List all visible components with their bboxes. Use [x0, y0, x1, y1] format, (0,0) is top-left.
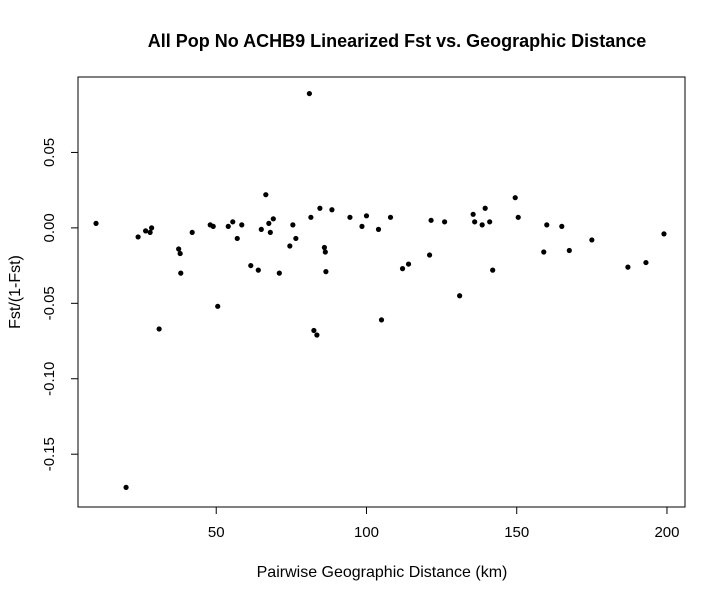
data-point — [314, 332, 320, 338]
x-axis: 50 100 150 200 — [208, 506, 679, 541]
data-point — [210, 223, 216, 229]
data-point — [258, 226, 264, 232]
data-point — [490, 267, 496, 273]
data-point — [559, 223, 565, 229]
chart-title: All Pop No ACHB9 Linearized Fst vs. Geog… — [148, 31, 646, 51]
x-tick-label: 200 — [654, 524, 679, 541]
x-tick-label: 150 — [504, 524, 529, 541]
y-tick-label: 0.00 — [41, 213, 58, 242]
y-axis-label: Fst/(1-Fst) — [7, 255, 24, 329]
data-point — [255, 267, 261, 273]
data-point — [93, 220, 99, 226]
y-tick-label: -0.15 — [41, 437, 58, 471]
data-point — [290, 222, 296, 228]
data-point — [176, 246, 182, 252]
data-point — [544, 222, 550, 228]
data-point — [661, 231, 667, 237]
data-point — [387, 214, 394, 220]
data-point — [426, 252, 433, 258]
data-point — [225, 223, 231, 229]
data-point — [359, 223, 365, 229]
data-point — [470, 211, 476, 217]
data-point — [512, 195, 518, 201]
x-tick-label: 50 — [208, 524, 225, 541]
data-point — [399, 266, 406, 272]
data-point — [287, 243, 293, 249]
data-point — [329, 207, 335, 213]
data-point — [177, 250, 183, 257]
x-axis-label: Pairwise Geographic Distance (km) — [257, 564, 508, 581]
data-point — [428, 217, 434, 223]
data-point — [566, 247, 572, 254]
data-point — [263, 192, 269, 198]
y-tick-label: 0.05 — [41, 138, 58, 167]
data-point — [143, 228, 149, 234]
data-point — [189, 229, 195, 236]
data-point — [442, 219, 448, 225]
data-point — [589, 237, 595, 243]
data-point — [267, 229, 273, 236]
data-point — [239, 222, 245, 228]
data-point — [323, 269, 329, 275]
data-point — [405, 261, 412, 267]
data-points — [93, 90, 667, 490]
data-point — [363, 213, 370, 219]
data-point — [625, 264, 631, 270]
data-point — [266, 220, 272, 226]
data-point — [347, 214, 353, 220]
data-point — [149, 225, 155, 231]
data-point — [482, 205, 488, 211]
data-point — [487, 219, 493, 225]
data-point — [378, 317, 385, 323]
x-tick-label: 100 — [354, 524, 379, 541]
data-point — [178, 270, 184, 276]
data-point — [457, 293, 463, 299]
data-point — [322, 249, 328, 255]
data-point — [472, 219, 478, 225]
y-tick-label: -0.10 — [41, 362, 58, 396]
data-point — [123, 484, 129, 490]
y-axis: -0.15 -0.10 -0.05 0.00 0.05 — [41, 138, 79, 471]
data-point — [311, 327, 317, 334]
data-point — [541, 249, 547, 255]
data-point — [293, 235, 299, 242]
data-point — [270, 216, 276, 222]
data-point — [156, 326, 162, 332]
data-point — [308, 214, 314, 220]
data-point — [321, 244, 328, 251]
data-point — [375, 226, 382, 232]
data-point — [479, 222, 485, 228]
data-point — [230, 219, 236, 225]
data-point — [515, 214, 521, 220]
data-point — [248, 262, 254, 269]
y-tick-label: -0.05 — [41, 286, 58, 320]
data-point — [147, 229, 153, 236]
data-point — [276, 270, 282, 276]
plot-frame — [77, 76, 686, 508]
data-point — [317, 205, 323, 211]
data-point — [215, 303, 221, 309]
data-point — [135, 234, 141, 240]
data-point — [234, 235, 240, 242]
data-point — [306, 90, 312, 97]
data-point — [643, 259, 649, 266]
